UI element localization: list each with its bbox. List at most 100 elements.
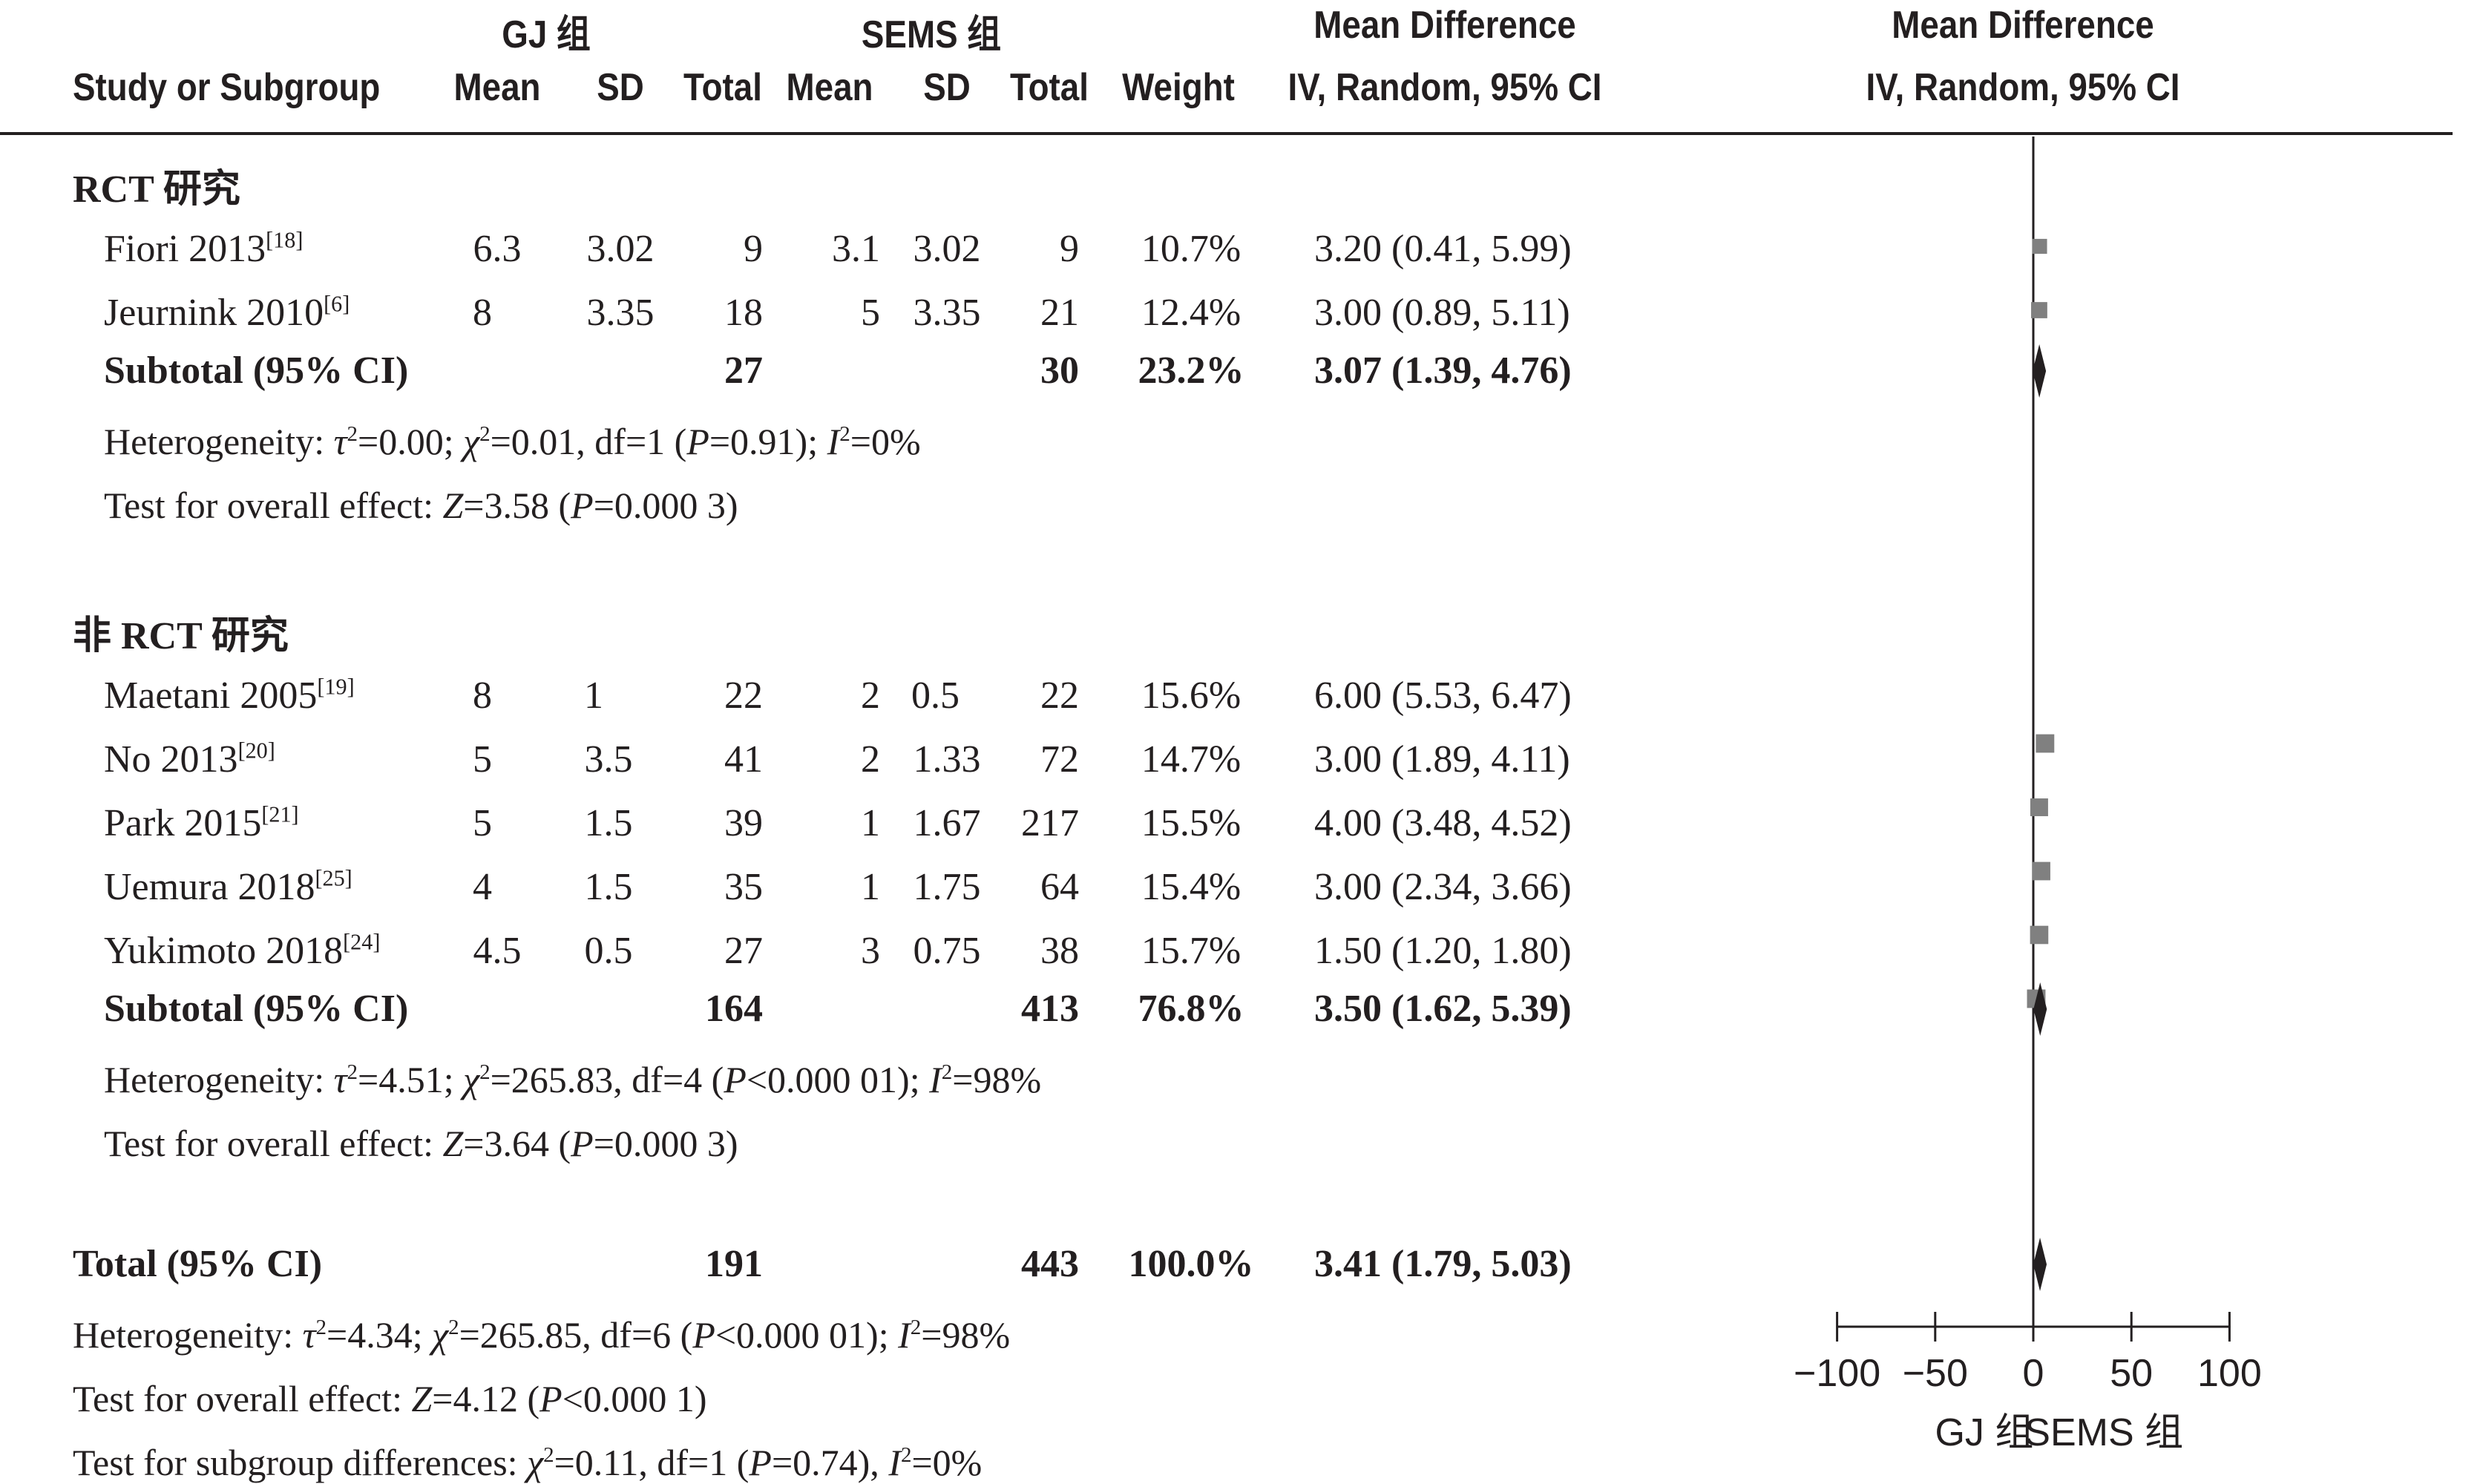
- mean2-cell: 3: [861, 930, 880, 972]
- sd2-cell: 1.33: [913, 738, 981, 781]
- total-total1: 191: [705, 1243, 763, 1285]
- mean1-cell: 6.3: [473, 228, 522, 270]
- sd1-cell: 1.5: [584, 802, 633, 844]
- subtotal-ci: 3.50 (1.62, 5.39): [1314, 988, 1572, 1030]
- ci-cell: 3.20 (0.41, 5.99): [1314, 228, 1572, 270]
- x-tick-label: 50: [2110, 1352, 2153, 1395]
- study-name-cell: Fiori 2013[18]: [104, 227, 304, 270]
- summary-diamond: [2033, 1238, 2047, 1291]
- total1-cell: 22: [724, 674, 763, 717]
- total1-column-header: Total: [683, 66, 762, 109]
- subtotal-total2: 413: [1021, 988, 1079, 1030]
- study-name-cell: Jeurnink 2010[6]: [104, 291, 350, 334]
- ci-cell: 3.00 (2.34, 3.66): [1314, 866, 1572, 908]
- weight-cell: 15.5%: [1141, 802, 1242, 844]
- mean1-cell: 8: [473, 292, 492, 334]
- study-name-cell: No 2013[20]: [104, 738, 275, 781]
- heterogeneity-note: Heterogeneity: τ2=4.51; χ2=265.83, df=4 …: [104, 1059, 1042, 1100]
- total2-cell: 22: [1040, 674, 1079, 717]
- sd1-column-header: SD: [597, 66, 644, 109]
- subgroup-label-rct: RCT 研究: [73, 168, 240, 211]
- ci-cell: 6.00 (5.53, 6.47): [1314, 674, 1572, 717]
- mean2-cell: 3.1: [832, 228, 880, 270]
- plot-title-header: Mean Difference: [1892, 4, 2154, 47]
- sd2-cell: 1.75: [913, 866, 981, 908]
- study-point-square: [2031, 302, 2047, 318]
- x-axis-ticks: −100 −50 0 50 100: [1794, 1312, 2262, 1395]
- subtotal-total1: 27: [724, 349, 763, 392]
- total-ci: 3.41 (1.79, 5.03): [1314, 1243, 1572, 1285]
- subtotal-weight: 76.8%: [1138, 988, 1244, 1030]
- mean2-column-header: Mean: [786, 66, 873, 109]
- study-name-cell: Maetani 2005[19]: [104, 674, 355, 717]
- sd2-cell: 3.02: [913, 228, 981, 270]
- x-tick-label: 0: [2023, 1352, 2044, 1395]
- subtotal-label: Subtotal (95% CI): [104, 349, 409, 392]
- study-column-header: Study or Subgroup: [73, 66, 381, 109]
- summary-diamond: [2033, 982, 2047, 1036]
- plot-marks: [2027, 238, 2055, 1291]
- sd2-cell: 0.5: [911, 674, 960, 717]
- overall-effect-note: Test for overall effect: Z=3.58 (P=0.000…: [104, 485, 738, 526]
- mean1-cell: 5: [473, 738, 492, 781]
- total2-cell: 64: [1040, 866, 1079, 908]
- weight-cell: 15.6%: [1141, 674, 1242, 717]
- study-name-cell: Uemura 2018[25]: [104, 865, 352, 908]
- mean1-column-header: Mean: [453, 66, 541, 109]
- subtotal-label: Subtotal (95% CI): [104, 988, 409, 1030]
- total2-cell: 217: [1021, 802, 1079, 844]
- subtotal-total2: 30: [1040, 349, 1079, 392]
- total2-cell: 21: [1040, 292, 1079, 334]
- sd1-cell: 1.5: [584, 866, 633, 908]
- total-label: Total (95% CI): [73, 1243, 323, 1285]
- total1-cell: 41: [724, 738, 763, 781]
- heterogeneity-note: Heterogeneity: τ2=0.00; χ2=0.01, df=1 (P…: [104, 421, 921, 462]
- study-name-cell: Park 2015[21]: [104, 801, 299, 844]
- total1-cell: 35: [724, 866, 763, 908]
- weight-cell: 15.7%: [1141, 930, 1242, 972]
- total-overall-effect-note: Test for overall effect: Z=4.12 (P<0.000…: [73, 1378, 707, 1419]
- mean2-cell: 1: [861, 802, 880, 844]
- overall-effect-note: Test for overall effect: Z=3.64 (P=0.000…: [104, 1123, 738, 1164]
- total-total2: 443: [1021, 1243, 1079, 1285]
- mean1-cell: 4.5: [473, 930, 522, 972]
- sd1-cell: 1: [584, 674, 603, 717]
- plot-method-header: IV, Random, 95% CI: [1866, 66, 2180, 109]
- total2-cell: 72: [1040, 738, 1079, 781]
- sd1-cell: 3.35: [586, 292, 655, 334]
- sd2-cell: 0.75: [913, 930, 981, 972]
- total2-cell: 38: [1040, 930, 1079, 972]
- weight-cell: 15.4%: [1141, 866, 1242, 908]
- mean2-cell: 2: [861, 738, 880, 781]
- weight-cell: 12.4%: [1141, 292, 1242, 334]
- total2-column-header: Total: [1010, 66, 1089, 109]
- subgroup-label-non-rct: 非 RCT 研究: [73, 615, 289, 657]
- x-tick-label: −100: [1794, 1352, 1880, 1395]
- study-name-cell: Yukimoto 2018[24]: [104, 929, 381, 972]
- total1-cell: 39: [724, 802, 763, 844]
- md-method-header: IV, Random, 95% CI: [1288, 66, 1602, 109]
- total-heterogeneity-note: Heterogeneity: τ2=4.34; χ2=265.85, df=6 …: [73, 1314, 1011, 1356]
- mean2-cell: 5: [861, 292, 880, 334]
- study-point-square: [2036, 734, 2055, 753]
- mean2-cell: 2: [861, 674, 880, 717]
- total1-cell: 9: [744, 228, 763, 270]
- sd1-cell: 3.5: [584, 738, 633, 781]
- ci-cell: 3.00 (1.89, 4.11): [1314, 738, 1570, 781]
- subgroup-differences-note: Test for subgroup differences: χ2=0.11, …: [73, 1442, 983, 1483]
- subtotal-weight: 23.2%: [1138, 349, 1244, 392]
- total-weight: 100.0%: [1128, 1243, 1254, 1285]
- x-tick-label: 100: [2197, 1352, 2262, 1395]
- sd2-cell: 3.35: [913, 292, 981, 334]
- subtotal-ci: 3.07 (1.39, 4.76): [1314, 349, 1572, 392]
- sd1-cell: 0.5: [584, 930, 633, 972]
- md-title-header: Mean Difference: [1313, 4, 1576, 47]
- mean1-cell: 5: [473, 802, 492, 844]
- study-point-square: [2032, 238, 2047, 255]
- total1-cell: 18: [724, 292, 763, 334]
- sd1-cell: 3.02: [586, 228, 655, 270]
- x-tick-label: −50: [1903, 1352, 1968, 1395]
- mean1-cell: 4: [473, 866, 492, 908]
